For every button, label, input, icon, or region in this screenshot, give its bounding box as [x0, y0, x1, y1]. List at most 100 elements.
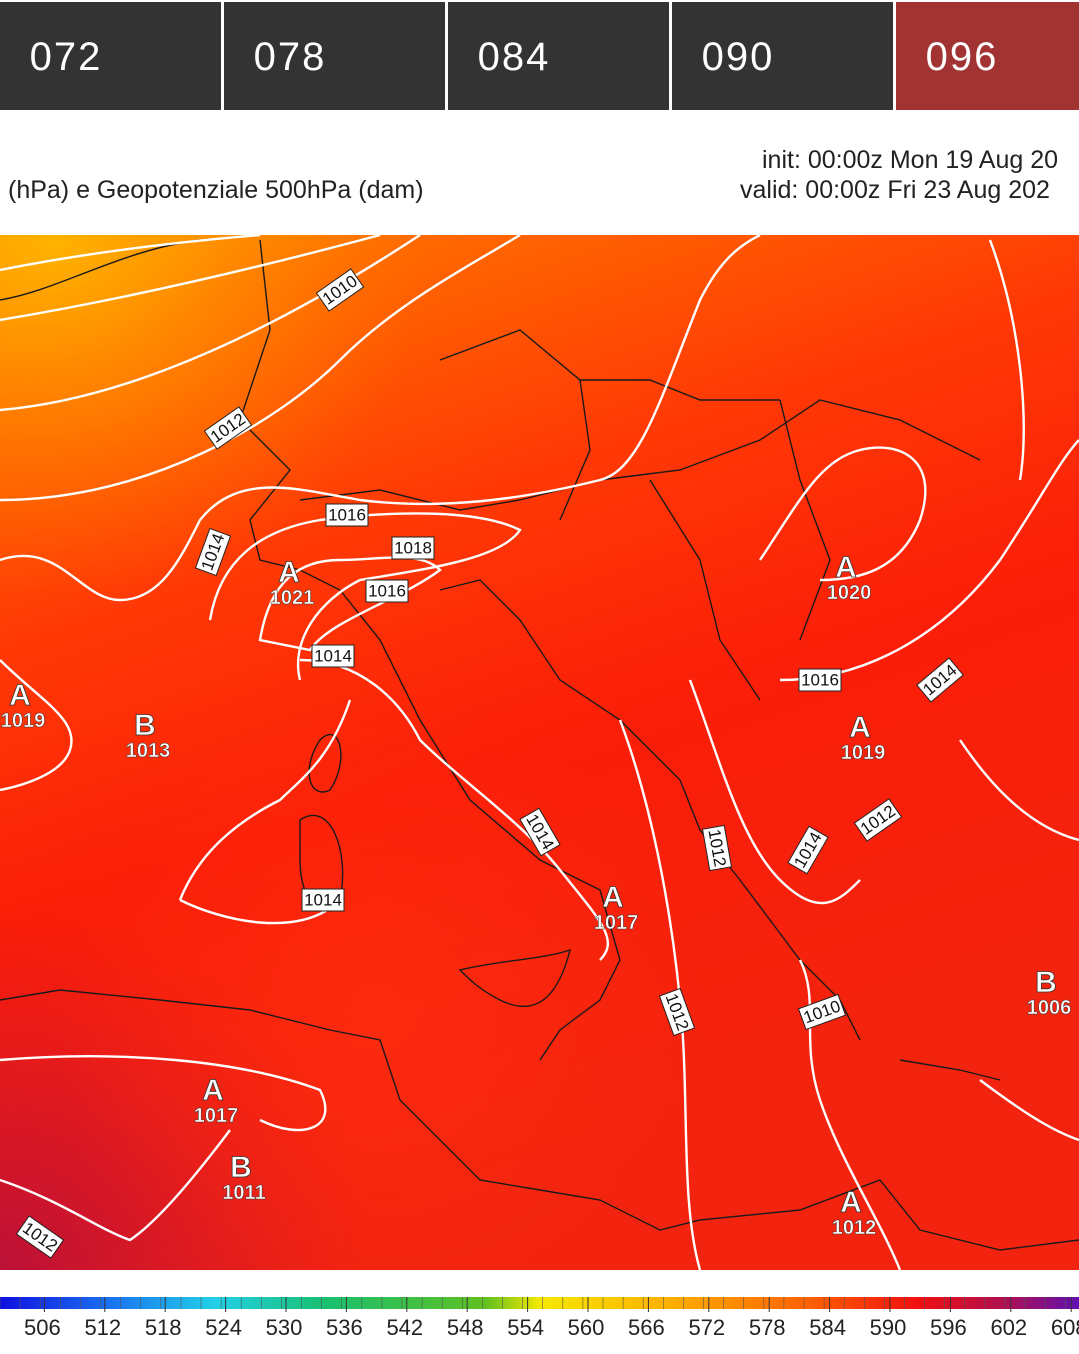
center-value: 1017	[594, 912, 639, 934]
center-symbol: A	[835, 551, 857, 584]
center-value: 1020	[827, 582, 872, 604]
isobar-label-box	[15, 1215, 65, 1259]
colorbar	[0, 1297, 1079, 1309]
colorbar-area	[0, 1270, 1079, 1354]
tab[interactable]	[224, 2, 445, 110]
colorbar-scale: 5005065125185245305365425485545605665725…	[0, 1297, 1079, 1340]
isobar-label: 1012	[701, 824, 733, 872]
valid-time: valid: 00:00z Fri 23 Aug 202	[740, 176, 1050, 204]
colorbar-label: 548	[447, 1315, 484, 1340]
isobar	[0, 1129, 231, 1242]
isobar-label-box	[916, 657, 964, 703]
isobar-label-text: 1016	[801, 670, 839, 689]
isobar-label-box	[315, 268, 365, 312]
coastline	[299, 399, 981, 1041]
isobar	[798, 959, 902, 1270]
tab-label[interactable]: 096	[926, 35, 999, 79]
isobar-label: 1016	[325, 503, 369, 527]
isobar-label-box	[301, 888, 345, 912]
coastlines	[0, 239, 1079, 1251]
tab-label[interactable]: 078	[254, 35, 327, 79]
tab-label[interactable]: 084	[478, 35, 551, 79]
isobar-label: 1014	[311, 644, 355, 668]
tab[interactable]	[448, 2, 669, 110]
isobar-label-box	[853, 798, 903, 842]
center-symbol: A	[278, 556, 300, 589]
colorbar-label: 554	[507, 1315, 544, 1340]
isobar	[0, 1055, 327, 1132]
colorbar-label: 572	[688, 1315, 725, 1340]
isobar-label: 1016	[798, 668, 842, 692]
center-symbol: B	[230, 1151, 252, 1184]
colorbar-label: 512	[84, 1315, 121, 1340]
center-symbol: B	[134, 709, 156, 742]
isobar-label-text: 1016	[328, 505, 366, 524]
colorbar-label: 518	[145, 1315, 182, 1340]
colorbar-label: 590	[870, 1315, 907, 1340]
isobar-label-box	[701, 824, 733, 872]
map-field	[0, 235, 1079, 1270]
colorbar-label: 560	[568, 1315, 605, 1340]
colorbar-label: 584	[809, 1315, 846, 1340]
tab[interactable]	[0, 2, 221, 110]
coastline	[0, 989, 1079, 1251]
tab[interactable]	[672, 2, 893, 110]
isobar-label-box	[325, 503, 369, 527]
colorbar-label: 524	[205, 1315, 242, 1340]
isobar	[759, 446, 927, 582]
tab-label[interactable]: 072	[30, 35, 103, 79]
tab[interactable]	[896, 2, 1079, 110]
isobar-label-box	[658, 987, 696, 1037]
center-value: 1019	[841, 742, 886, 764]
center-value: 1013	[126, 740, 171, 762]
center-value: 1021	[270, 587, 315, 609]
isobar	[988, 239, 1025, 481]
center-symbol: A	[602, 881, 624, 914]
isobar-label-text: 1016	[368, 581, 406, 600]
isobar	[959, 739, 1079, 1142]
center-value: 1012	[832, 1217, 877, 1239]
isobar	[299, 658, 610, 961]
isobar	[0, 235, 381, 322]
center-symbol: A	[202, 1074, 224, 1107]
isobar-label-text: 1014	[304, 890, 342, 909]
isobar-label-box	[519, 807, 561, 857]
isobar	[208, 512, 522, 681]
header: (hPa) e Geopotenziale 500hPa (dam) init:…	[8, 146, 1058, 204]
colorbar-label: 596	[930, 1315, 967, 1340]
isobar-label-box	[203, 406, 253, 450]
colorbar-label: 578	[749, 1315, 786, 1340]
colorbar-label: 506	[24, 1315, 61, 1340]
isobar	[779, 439, 1079, 682]
center-symbol: A	[849, 711, 871, 744]
center-value: 1006	[1027, 997, 1072, 1019]
center-symbol: A	[840, 1186, 862, 1219]
colorbar-label: 536	[326, 1315, 363, 1340]
colorbar-label: 608	[1051, 1315, 1079, 1340]
isobar-label-box	[391, 536, 435, 560]
isobar	[178, 699, 352, 925]
center-value: 1019	[1, 710, 46, 732]
coastline	[0, 239, 621, 1061]
colorbar-label: 602	[990, 1315, 1027, 1340]
colorbar-label: 542	[386, 1315, 423, 1340]
isobar-label-box	[787, 825, 829, 875]
center-value: 1017	[194, 1105, 239, 1127]
isobar-label-box	[311, 644, 355, 668]
isobar	[0, 659, 73, 792]
map-title: (hPa) e Geopotenziale 500hPa (dam)	[8, 176, 424, 204]
isobar-label-text: 1014	[314, 646, 352, 665]
tab-label[interactable]: 090	[702, 35, 775, 79]
isobar-label-box	[798, 668, 842, 692]
isobar	[0, 235, 521, 502]
isobar-label-box	[365, 579, 409, 603]
center-symbol: A	[9, 679, 31, 712]
isobar	[0, 235, 761, 602]
tabs: 072 078 084 090 096	[0, 2, 1079, 110]
isobar-label: 1014	[301, 888, 345, 912]
isobar	[688, 679, 861, 905]
isobar-label-text: 1018	[394, 538, 432, 557]
